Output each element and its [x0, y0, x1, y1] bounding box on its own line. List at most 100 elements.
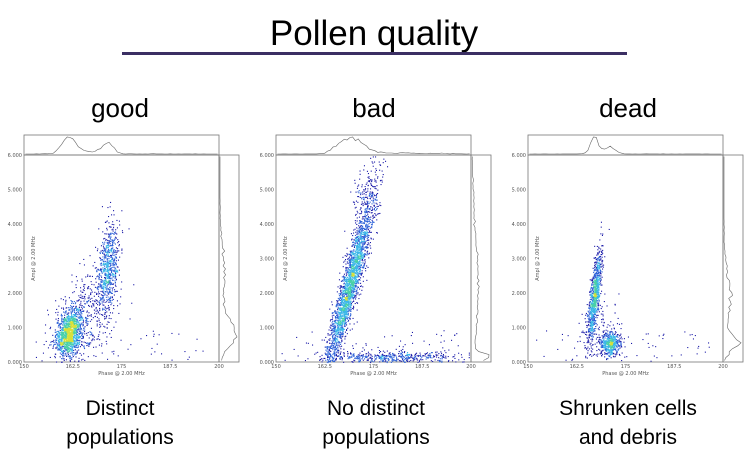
scatter-point — [452, 360, 454, 362]
scatter-point — [81, 310, 83, 312]
scatter-point — [112, 239, 114, 241]
scatter-point — [356, 273, 358, 275]
scatter-point — [81, 344, 83, 346]
scatter-point — [72, 314, 74, 316]
scatter-point — [108, 263, 110, 265]
scatter-point — [117, 242, 119, 244]
scatter-point — [429, 357, 431, 359]
scatter-point — [356, 264, 358, 266]
scatter-point — [366, 220, 368, 222]
scatter-point — [95, 278, 97, 280]
scatter-point — [352, 295, 354, 297]
scatter-point — [66, 351, 68, 353]
scatter-point — [339, 346, 341, 348]
scatter-point — [71, 338, 73, 340]
scatter-point — [359, 242, 361, 244]
scatter-point — [72, 317, 74, 319]
scatter-point — [65, 347, 67, 349]
scatter-point — [101, 300, 103, 302]
scatter-point — [35, 341, 37, 343]
scatter-point — [104, 263, 106, 265]
scatter-point — [337, 340, 339, 342]
scatter-point — [118, 312, 120, 314]
scatter-point — [108, 301, 110, 303]
scatter-point — [117, 248, 119, 250]
scatter-point — [111, 282, 113, 284]
scatter-point — [396, 359, 398, 361]
scatter-point — [68, 344, 70, 346]
scatter-point — [339, 323, 341, 325]
scatter-point — [69, 328, 71, 330]
scatter-point — [105, 284, 107, 286]
scatter-point — [62, 352, 64, 354]
scatter-point — [337, 305, 339, 307]
scatter-point — [354, 263, 356, 265]
scatter-point — [82, 324, 84, 326]
scatter-point — [363, 233, 365, 235]
scatter-point — [178, 333, 180, 335]
scatter-point — [112, 250, 114, 252]
scatter-point — [94, 300, 96, 302]
scatter-point — [64, 326, 66, 328]
scatter-point — [66, 346, 68, 348]
scatter-point — [361, 249, 363, 251]
scatter-point — [140, 338, 142, 340]
scatter-point — [56, 337, 58, 339]
scatter-point — [83, 287, 85, 289]
scatter-point — [364, 246, 366, 248]
scatter-point — [341, 296, 343, 298]
scatter-point — [352, 269, 354, 271]
scatter-point — [335, 348, 337, 350]
scatter-point — [354, 284, 356, 286]
scatter-point — [103, 292, 105, 294]
scatter-point — [379, 169, 381, 171]
scatter-point — [328, 352, 330, 354]
scatter-point — [351, 286, 353, 288]
scatter-point — [334, 354, 336, 356]
scatter-point — [103, 247, 105, 249]
scatter-point — [78, 330, 80, 332]
scatter-point — [71, 350, 73, 352]
scatter-point — [329, 358, 331, 360]
scatter-point — [65, 344, 67, 346]
scatter-point — [349, 293, 351, 295]
scatter-point — [343, 285, 345, 287]
scatter-point — [370, 362, 372, 364]
scatter-point — [364, 210, 366, 212]
scatter-point — [68, 355, 70, 357]
scatter-point — [347, 302, 349, 304]
scatter-point — [110, 287, 112, 289]
scatter-point — [113, 259, 115, 261]
scatter-point — [362, 222, 364, 224]
scatter-point — [92, 338, 94, 340]
scatter-point — [106, 269, 108, 271]
scatter-point — [61, 322, 63, 324]
scatter-point — [347, 285, 349, 287]
scatter-point — [102, 262, 104, 264]
scatter-point — [353, 262, 355, 264]
scatter-point — [98, 304, 100, 306]
scatter-point — [61, 341, 63, 343]
scatter-point — [98, 275, 100, 277]
scatter-point — [64, 322, 66, 324]
y-tick-label: 3.000 — [8, 257, 22, 263]
scatter-point — [89, 301, 91, 303]
scatter-point — [348, 280, 350, 282]
scatter-point — [195, 350, 197, 352]
scatter-point — [347, 318, 349, 320]
scatter-point — [353, 271, 355, 273]
scatter-point — [75, 306, 77, 308]
scatter-point — [83, 290, 85, 292]
scatter-point — [104, 326, 106, 328]
scatter-point — [346, 316, 348, 318]
scatter-point — [79, 315, 81, 317]
scatter-point — [100, 285, 102, 287]
scatter-point — [364, 254, 366, 256]
scatter-point — [344, 331, 346, 333]
scatter-point — [357, 246, 359, 248]
scatter-point — [53, 339, 55, 341]
scatter-point — [114, 231, 116, 233]
scatter-point — [52, 346, 54, 348]
scatter-point — [354, 266, 356, 268]
scatter-point — [362, 236, 364, 238]
